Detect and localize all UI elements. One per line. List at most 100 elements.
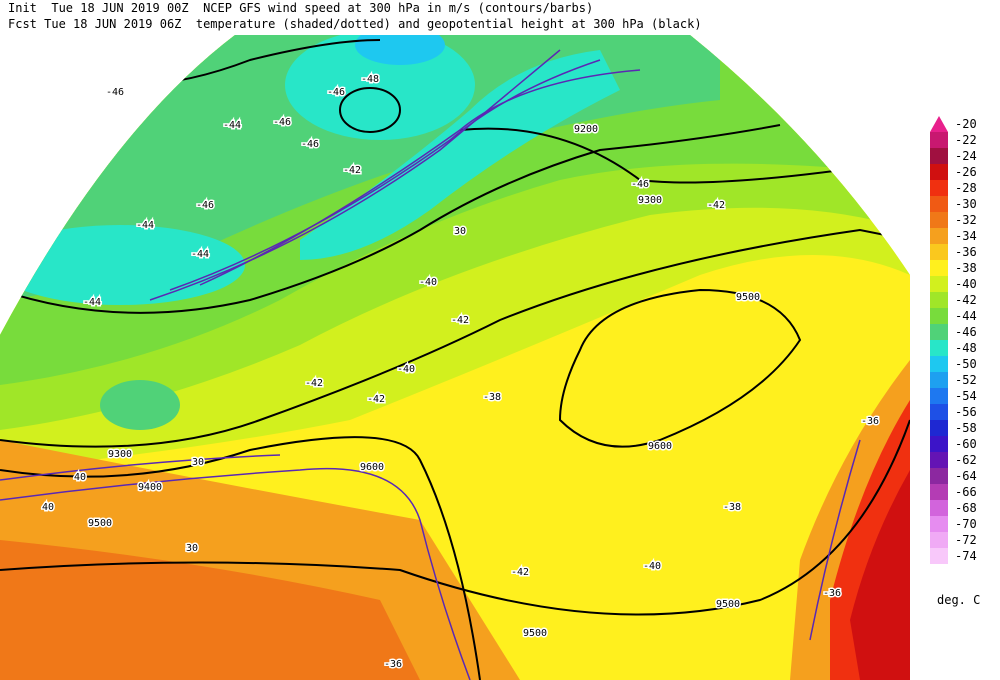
colorbar-box [930,260,948,276]
contour-label: -40 [419,277,437,288]
colorbar-label: -22 [955,133,977,147]
colorbar-label: -20 [955,117,977,131]
contour-label: -36 [861,416,879,427]
colorbar-label: -28 [955,181,977,195]
header-line: Init Tue 18 JUN 2019 00Z NCEP GFS wind s… [8,1,593,15]
colorbar-label: -74 [955,549,977,563]
contour-label: -36 [384,659,402,670]
colorbar-box [930,420,948,436]
colorbar-label: -60 [955,437,977,451]
colorbar-label: -48 [955,341,977,355]
header-line: Fcst Tue 18 JUN 2019 06Z temperature (sh… [8,17,702,31]
colorbar-box [930,388,948,404]
contour-label: -44 [223,120,241,131]
contour-label: -46 [273,117,291,128]
contour-labels: -46 -46 -44 -46 -42 9200 -46 9300 -42 -44 -46 -44 -4… [40,73,880,672]
colorbar-label: -54 [955,389,977,403]
colorbar-box [930,532,948,548]
contour-label: 30 [192,457,204,468]
colorbar-box [930,292,948,308]
contour-label: 9500 [523,628,547,639]
colorbar-box [930,356,948,372]
colorbar-label: -44 [955,309,977,323]
contour-label: 9200 [574,124,598,135]
colorbar-box [930,404,948,420]
contour-label: -46 [106,87,124,98]
colorbar-label: -30 [955,197,977,211]
contour-label: -40 [643,561,661,572]
colorbar-box [930,308,948,324]
contour-label: -42 [343,165,361,176]
contour-label: -46 [327,87,345,98]
colorbar-box [930,196,948,212]
colorbar-label: -68 [955,501,977,515]
colorbar-cap [930,116,948,132]
colorbar-label: -46 [955,325,977,339]
contour-label: 40 [74,472,86,483]
contour-label: -42 [511,567,529,578]
colorbar-box [930,452,948,468]
colorbar-label: -40 [955,277,977,291]
contour-label: 30 [454,226,466,237]
colorbar-box [930,340,948,356]
contour-label: -46 [301,139,319,150]
colorbar-box [930,276,948,292]
contour-label: 9500 [716,599,740,610]
colorbar: -20 -22 -24 -26 -28 -30 -32 -34 -36 -38 -40 -42 -44 -… [930,116,977,564]
contour-label: -38 [483,392,501,403]
colorbar-label: -38 [955,261,977,275]
contour-label: 9500 [88,518,112,529]
colorbar-box [930,164,948,180]
colorbar-box [930,484,948,500]
colorbar-label: -26 [955,165,977,179]
colorbar-label: -50 [955,357,977,371]
colorbar-box [930,436,948,452]
contour-label: 9600 [360,462,384,473]
colorbar-label: -36 [955,245,977,259]
map-area [0,35,910,680]
contour-label: 9300 [108,449,132,460]
contour-label: 30 [186,543,198,554]
colorbar-label: -70 [955,517,977,531]
contour-label: 9400 [138,482,162,493]
colorbar-box [930,324,948,340]
contour-label: -38 [723,502,741,513]
contour-label: -44 [136,220,154,231]
colorbar-label: -58 [955,421,977,435]
contour-label: -42 [451,315,469,326]
contour-label: -48 [361,74,379,85]
contour-label: -42 [305,378,323,389]
colorbar-box [930,148,948,164]
colorbar-label: -42 [955,293,977,307]
contour-label: 9500 [736,292,760,303]
colorbar-label: -24 [955,149,977,163]
contour-label: -42 [707,200,725,211]
contour-label: -46 [196,200,214,211]
contour-label: 9300 [638,195,662,206]
contour-label: -44 [83,297,101,308]
colorbar-box [930,516,948,532]
colorbar-label: -56 [955,405,977,419]
contour-label: 9600 [648,441,672,452]
colorbar-label: -32 [955,213,977,227]
colorbar-box [930,500,948,516]
contour-label: -46 [631,179,649,190]
colorbar-box [930,212,948,228]
colorbar-box [930,180,948,196]
colorbar-box [930,372,948,388]
contour-label: -40 [397,364,415,375]
colorbar-label: -72 [955,533,977,547]
contour-label: 40 [42,502,54,513]
colorbar-box [930,548,948,564]
colorbar-label: -64 [955,469,977,483]
contour-label: -44 [191,249,209,260]
colorbar-label: -62 [955,453,977,467]
colorbar-label: -34 [955,229,977,243]
colorbar-unit: deg. C [937,593,980,607]
contour-label: -42 [367,394,385,405]
colorbar-box [930,244,948,260]
colorbar-label: -52 [955,373,977,387]
contour-label: -36 [823,588,841,599]
colorbar-box [930,132,948,148]
